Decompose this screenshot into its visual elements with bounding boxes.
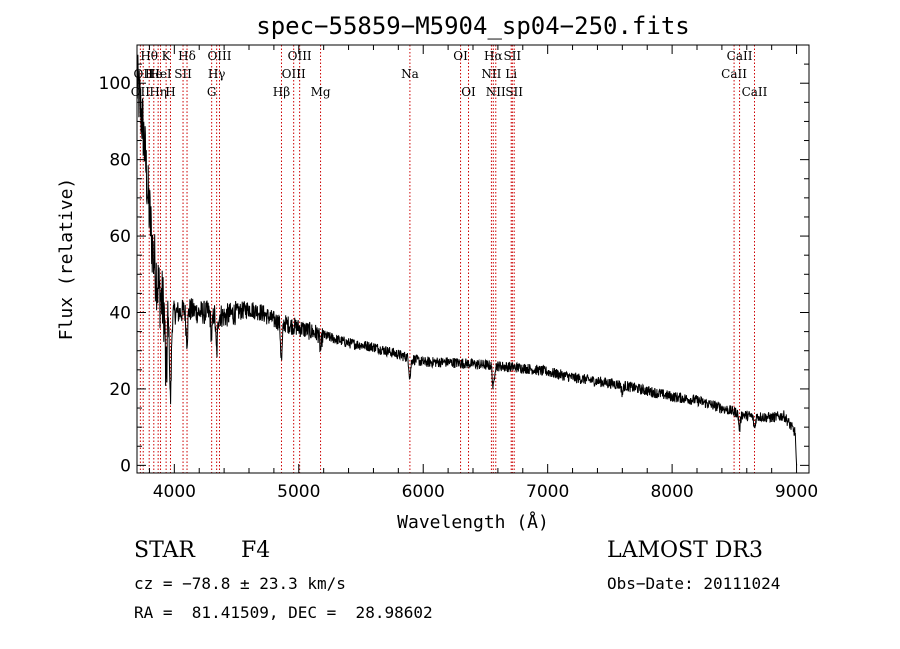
reference-line-label: He bbox=[145, 67, 163, 81]
reference-line-label: Hθ bbox=[140, 49, 158, 63]
reference-line-label: SII bbox=[503, 49, 521, 63]
reference-line-label: NII bbox=[486, 85, 506, 99]
obs-date: Obs−Date: 20111024 bbox=[607, 574, 781, 593]
reference-line-labels: OII OII Hθ He Hη HeI K H SII Hδ G Hγ OIII Hβ OIII OIII M… bbox=[131, 49, 768, 99]
x-axis-label: Wavelength (Å) bbox=[397, 511, 549, 533]
reference-line-label: OII bbox=[134, 67, 154, 81]
y-tick-label: 60 bbox=[109, 227, 131, 247]
reference-line-label: OIII bbox=[288, 49, 312, 63]
reference-line-label: OIII bbox=[207, 49, 231, 63]
reference-line-label: K bbox=[162, 49, 172, 63]
reference-line-label: OI bbox=[453, 49, 468, 63]
redshift-text: cz = −78.8 ± 23.3 km/s bbox=[134, 574, 346, 593]
reference-line-label: Hδ bbox=[178, 49, 196, 63]
reference-line-label: Hη bbox=[149, 85, 167, 99]
x-tick-label: 4000 bbox=[153, 482, 196, 502]
y-axis-label: Flux (relative) bbox=[56, 178, 77, 341]
reference-line-label: SII bbox=[174, 67, 192, 81]
x-tick-label: 7000 bbox=[526, 482, 569, 502]
x-tick-label: 8000 bbox=[650, 482, 693, 502]
object-class: STAR bbox=[134, 538, 195, 563]
reference-line-label: OI bbox=[461, 85, 476, 99]
reference-line-label: NII bbox=[481, 67, 501, 81]
reference-line-label: Hβ bbox=[273, 85, 290, 99]
axis-ticks: 4000 5000 6000 7000 8000 9000 0 20 40 60 80 100 bbox=[99, 45, 818, 502]
y-tick-label: 20 bbox=[109, 380, 131, 400]
x-tick-label: 9000 bbox=[775, 482, 818, 502]
reference-line-label: CaII bbox=[727, 49, 753, 63]
y-tick-label: 40 bbox=[109, 304, 131, 324]
x-tick-label: 6000 bbox=[402, 482, 445, 502]
chart-title: spec−55859−M5904_sp04−250.fits bbox=[256, 12, 689, 40]
y-tick-label: 100 bbox=[99, 74, 131, 94]
plot-frame bbox=[136, 44, 810, 474]
reference-line-label: Na bbox=[401, 67, 419, 81]
reference-line-label: Hγ bbox=[208, 67, 226, 81]
plot-axes bbox=[136, 44, 810, 474]
reference-line-label: Hα bbox=[484, 49, 503, 63]
reference-line-label: Mg bbox=[311, 85, 331, 99]
reference-line-label: CaII bbox=[742, 85, 768, 99]
y-tick-label: 0 bbox=[120, 456, 131, 476]
x-tick-label: 5000 bbox=[277, 482, 320, 502]
reference-line-label: G bbox=[207, 85, 217, 99]
survey-name: LAMOST DR3 bbox=[607, 538, 763, 563]
reference-line-label: OIII bbox=[282, 67, 306, 81]
coordinates: RA = 81.41509, DEC = 28.98602 bbox=[134, 603, 433, 622]
reference-line-label: OII bbox=[131, 85, 151, 99]
y-tick-label: 80 bbox=[109, 151, 131, 171]
reference-line-label: CaII bbox=[721, 67, 747, 81]
spectrum-line bbox=[136, 54, 798, 466]
spectrum-group bbox=[136, 54, 798, 466]
reference-line-label: Li bbox=[505, 67, 517, 81]
reference-line-label: H bbox=[165, 85, 175, 99]
reference-lines bbox=[139, 45, 755, 473]
reference-line-label: SII bbox=[505, 85, 523, 99]
reference-line-label: HeI bbox=[149, 67, 172, 81]
object-subclass: F4 bbox=[241, 538, 271, 563]
